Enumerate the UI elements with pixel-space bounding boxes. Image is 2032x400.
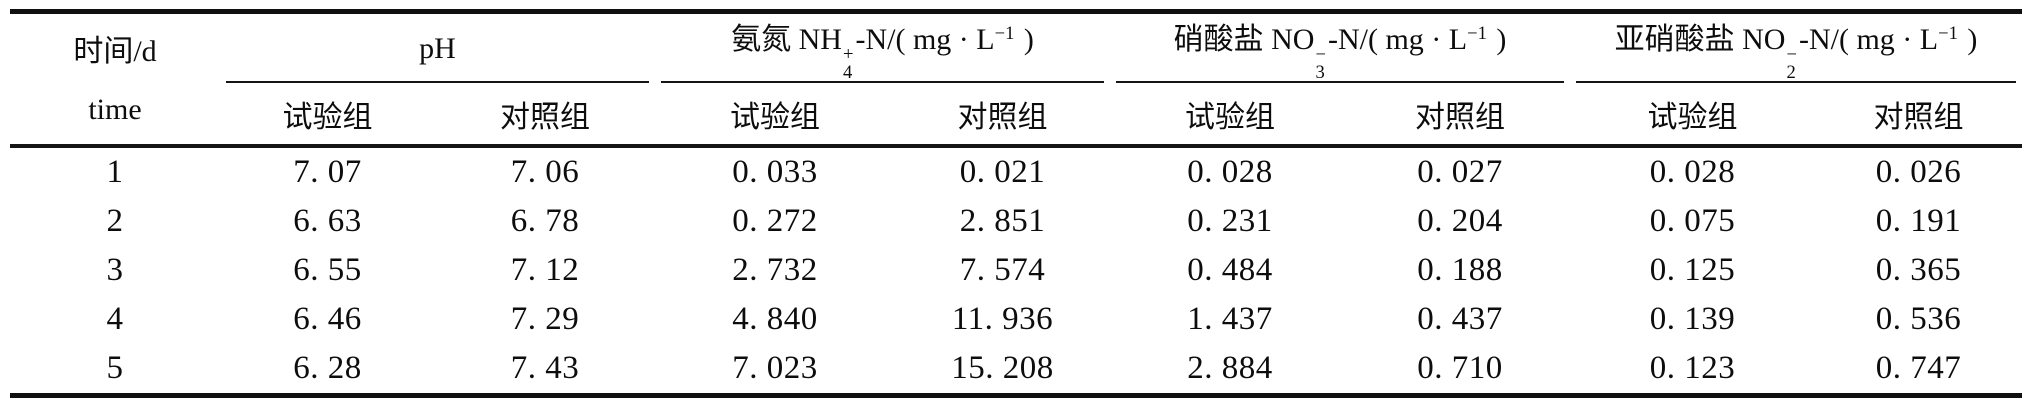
time-cell: 5	[106, 350, 124, 386]
data-cell: 4. 840	[732, 301, 818, 337]
group-header-nitrite-label: 亚硝酸盐 NO −2 -N/( mg · L−1 )	[1614, 23, 1978, 82]
table-row: 2 6. 63 6. 78 0. 272 2. 851 0. 231 0. 20…	[10, 197, 2022, 246]
time-cell: 3	[106, 252, 124, 288]
table-row: 5 6. 28 7. 43 7. 023 15. 208 2. 884 0. 7…	[10, 344, 2022, 396]
data-cell: 0. 272	[732, 203, 818, 239]
group-header-ammonia-label: 氨氮 NH +4 -N/( mg · L−1 )	[731, 23, 1034, 82]
data-cell: 6. 55	[293, 252, 362, 288]
formula-unit: -N/( mg · L	[1327, 23, 1468, 57]
data-cell: 7. 29	[510, 301, 580, 337]
formula-suffix: )	[1016, 23, 1034, 57]
time-header-en: time	[88, 92, 142, 126]
unit-superscript: −1	[1938, 23, 1958, 45]
subheader-ammonia-control: 对照组	[895, 83, 1111, 148]
subheader-nitrite-control: 对照组	[1815, 83, 2023, 148]
time-cell: 1	[106, 154, 124, 190]
table-row: 4 6. 46 7. 29 4. 840 11. 936 1. 437 0. 4…	[10, 295, 2022, 344]
data-cell: 15. 208	[951, 350, 1054, 386]
data-cell: 7. 07	[293, 154, 362, 190]
unit-superscript: −1	[994, 23, 1015, 45]
table-row: 3 6. 55 7. 12 2. 732 7. 574 0. 484 0. 18…	[10, 246, 2022, 295]
subscript: 3	[1315, 62, 1325, 84]
data-cell: 0. 747	[1875, 350, 1962, 386]
superscript: +	[842, 43, 854, 65]
header-group-row: 时间/d time pH 氨氮 NH +4 -N/( mg · L−1 ) 硝酸盐 …	[10, 11, 2022, 148]
formula-unit: -N/( mg · L	[855, 23, 995, 57]
data-cell: 0. 027	[1417, 154, 1503, 190]
data-cell: 0. 125	[1649, 252, 1736, 288]
group-header-ph-label: pH	[419, 31, 456, 65]
data-cell: 0. 075	[1649, 203, 1736, 239]
chem-subsup-stack: +4	[842, 43, 854, 84]
data-cell: 0. 028	[1649, 154, 1736, 190]
data-cell: 6. 78	[510, 203, 580, 239]
data-cell: 0. 191	[1875, 203, 1962, 239]
data-cell: 6. 28	[293, 350, 362, 386]
data-cell: 2. 851	[959, 203, 1046, 239]
subheader-nitrite-test: 试验组	[1570, 83, 1816, 148]
data-cell: 6. 46	[293, 301, 362, 337]
column-header-time: 时间/d time	[10, 11, 220, 148]
formula-suffix: )	[1959, 23, 1978, 57]
data-cell: 11. 936	[951, 301, 1054, 337]
subheader-ph-control: 对照组	[435, 83, 656, 148]
time-cell: 4	[106, 301, 124, 337]
header-sub-row: 试验组 对照组 试验组 对照组 试验组 对照组 试验组 对照组	[10, 83, 2023, 148]
formula-prefix: 氨氮 NH	[731, 23, 842, 57]
group-header-ph: pH	[220, 12, 655, 84]
results-table: 时间/d time pH 氨氮 NH +4 -N/( mg · L−1 ) 硝酸盐 …	[10, 9, 2023, 398]
data-cell: 0. 365	[1875, 252, 1962, 288]
group-header-nitrate: 硝酸盐 NO −3 -N/( mg · L−1 )	[1110, 12, 1570, 84]
data-cell: 7. 06	[510, 154, 580, 190]
data-cell: 7. 12	[510, 252, 580, 288]
data-cell: 0. 536	[1875, 301, 1962, 337]
data-cell: 1. 437	[1187, 301, 1273, 337]
subheader-ph-test: 试验组	[220, 83, 435, 148]
data-cell: 0. 484	[1187, 252, 1273, 288]
group-header-nitrate-label: 硝酸盐 NO −3 -N/( mg · L−1 )	[1173, 23, 1507, 82]
formula-prefix: 硝酸盐 NO	[1173, 23, 1315, 57]
subheader-nitrate-test: 试验组	[1110, 83, 1351, 148]
group-header-nitrite: 亚硝酸盐 NO −2 -N/( mg · L−1 )	[1570, 12, 2022, 84]
data-cell: 6. 63	[293, 203, 362, 239]
data-cell: 0. 231	[1187, 203, 1273, 239]
subscript: 2	[1786, 62, 1796, 84]
data-cell: 7. 023	[732, 350, 818, 386]
chem-subsup-stack: −3	[1315, 43, 1326, 84]
superscript: −	[1315, 43, 1326, 65]
formula-unit: -N/( mg · L	[1798, 23, 1939, 57]
subheader-ammonia-test: 试验组	[655, 83, 896, 148]
data-cell: 7. 574	[959, 252, 1046, 288]
data-cell: 2. 884	[1187, 350, 1273, 386]
data-cell: 0. 188	[1417, 252, 1503, 288]
chem-subsup-stack: −2	[1786, 43, 1797, 84]
data-cell: 0. 437	[1417, 301, 1503, 337]
data-cell: 7. 43	[510, 350, 580, 386]
data-cell: 0. 204	[1417, 203, 1503, 239]
data-cell: 0. 123	[1649, 350, 1736, 386]
time-header-cn: 时间/d	[73, 34, 157, 68]
subheader-nitrate-control: 对照组	[1350, 83, 1571, 148]
table-row: 1 7. 07 7. 06 0. 033 0. 021 0. 028 0. 02…	[10, 146, 2022, 197]
data-cell: 0. 026	[1875, 154, 1962, 190]
group-header-ammonia: 氨氮 NH +4 -N/( mg · L−1 )	[655, 12, 1110, 84]
data-cell: 0. 710	[1417, 350, 1503, 386]
formula-prefix: 亚硝酸盐 NO	[1614, 23, 1786, 57]
formula-suffix: )	[1488, 23, 1507, 57]
data-cell: 0. 021	[959, 154, 1046, 190]
data-cell: 2. 732	[732, 252, 818, 288]
unit-superscript: −1	[1467, 23, 1487, 45]
subscript: 4	[842, 62, 853, 84]
data-cell: 0. 033	[732, 154, 818, 190]
superscript: −	[1786, 43, 1797, 65]
data-cell: 0. 139	[1649, 301, 1736, 337]
time-cell: 2	[106, 203, 124, 239]
data-cell: 0. 028	[1187, 154, 1273, 190]
